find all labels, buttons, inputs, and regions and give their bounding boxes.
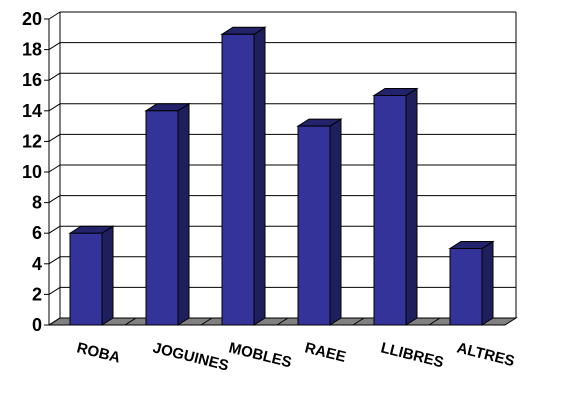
- x-tick-label: RAEE: [303, 339, 348, 366]
- y-tick-label: 18: [22, 40, 42, 60]
- y-tick-label: 8: [32, 193, 42, 213]
- y-tick-label: 14: [22, 101, 42, 121]
- x-tick-label: MOBLES: [227, 339, 293, 371]
- bar-side: [177, 102, 190, 326]
- wall-depth-line: [48, 164, 61, 173]
- bar-front: [373, 95, 407, 326]
- bar-side: [481, 240, 494, 326]
- bar-side: [405, 87, 418, 326]
- bar-front: [297, 125, 331, 326]
- bar: [220, 26, 267, 326]
- y-tick-label: 12: [22, 131, 42, 151]
- bar-front: [449, 248, 483, 326]
- y-tick-label: 0: [32, 315, 42, 335]
- y-tick-label: 2: [32, 284, 42, 304]
- y-tick-label: 10: [22, 162, 42, 182]
- wall-depth-line: [48, 133, 61, 142]
- wall-depth-line: [48, 256, 61, 265]
- wall-depth-line: [48, 72, 61, 81]
- x-tick-label: ROBA: [75, 339, 122, 366]
- x-category-divider: [124, 317, 137, 326]
- bars: [68, 26, 495, 326]
- y-tick-label: 4: [32, 254, 42, 274]
- wall-depth-line: [48, 195, 61, 204]
- axes: [48, 12, 517, 326]
- x-tick-label: JOGUINES: [151, 339, 230, 374]
- x-category-divider: [428, 317, 441, 326]
- wall-depth-line: [48, 317, 61, 326]
- y-axis-ticks: 0 2 4 6 8 10 12 14 16 18 20: [22, 9, 49, 335]
- x-category-divider: [200, 317, 213, 326]
- wall-depth-line: [48, 11, 61, 20]
- x-tick-label: LLIBRES: [379, 339, 445, 371]
- bar: [68, 225, 115, 326]
- y-tick-label: 6: [32, 223, 42, 243]
- y-tick-label: 20: [22, 9, 42, 29]
- bar-front: [69, 232, 103, 326]
- bar-front: [221, 33, 255, 326]
- x-category-divider: [352, 317, 365, 326]
- bar-front: [145, 110, 179, 326]
- bar-side: [253, 26, 266, 326]
- wall-depth-line: [48, 225, 61, 234]
- bar: [448, 240, 495, 326]
- bar-side: [329, 118, 342, 326]
- wall-depth-line: [48, 286, 61, 295]
- wall-depth-line: [48, 42, 61, 51]
- bar: [296, 118, 343, 326]
- bar-side: [101, 225, 114, 326]
- bar: [372, 87, 419, 326]
- wall-depth-line: [48, 103, 61, 112]
- x-tick-label: ALTRES: [455, 339, 516, 370]
- bar: [144, 102, 191, 326]
- y-tick-label: 16: [22, 70, 42, 90]
- x-category-divider: [276, 317, 289, 326]
- gridlines: [48, 11, 516, 326]
